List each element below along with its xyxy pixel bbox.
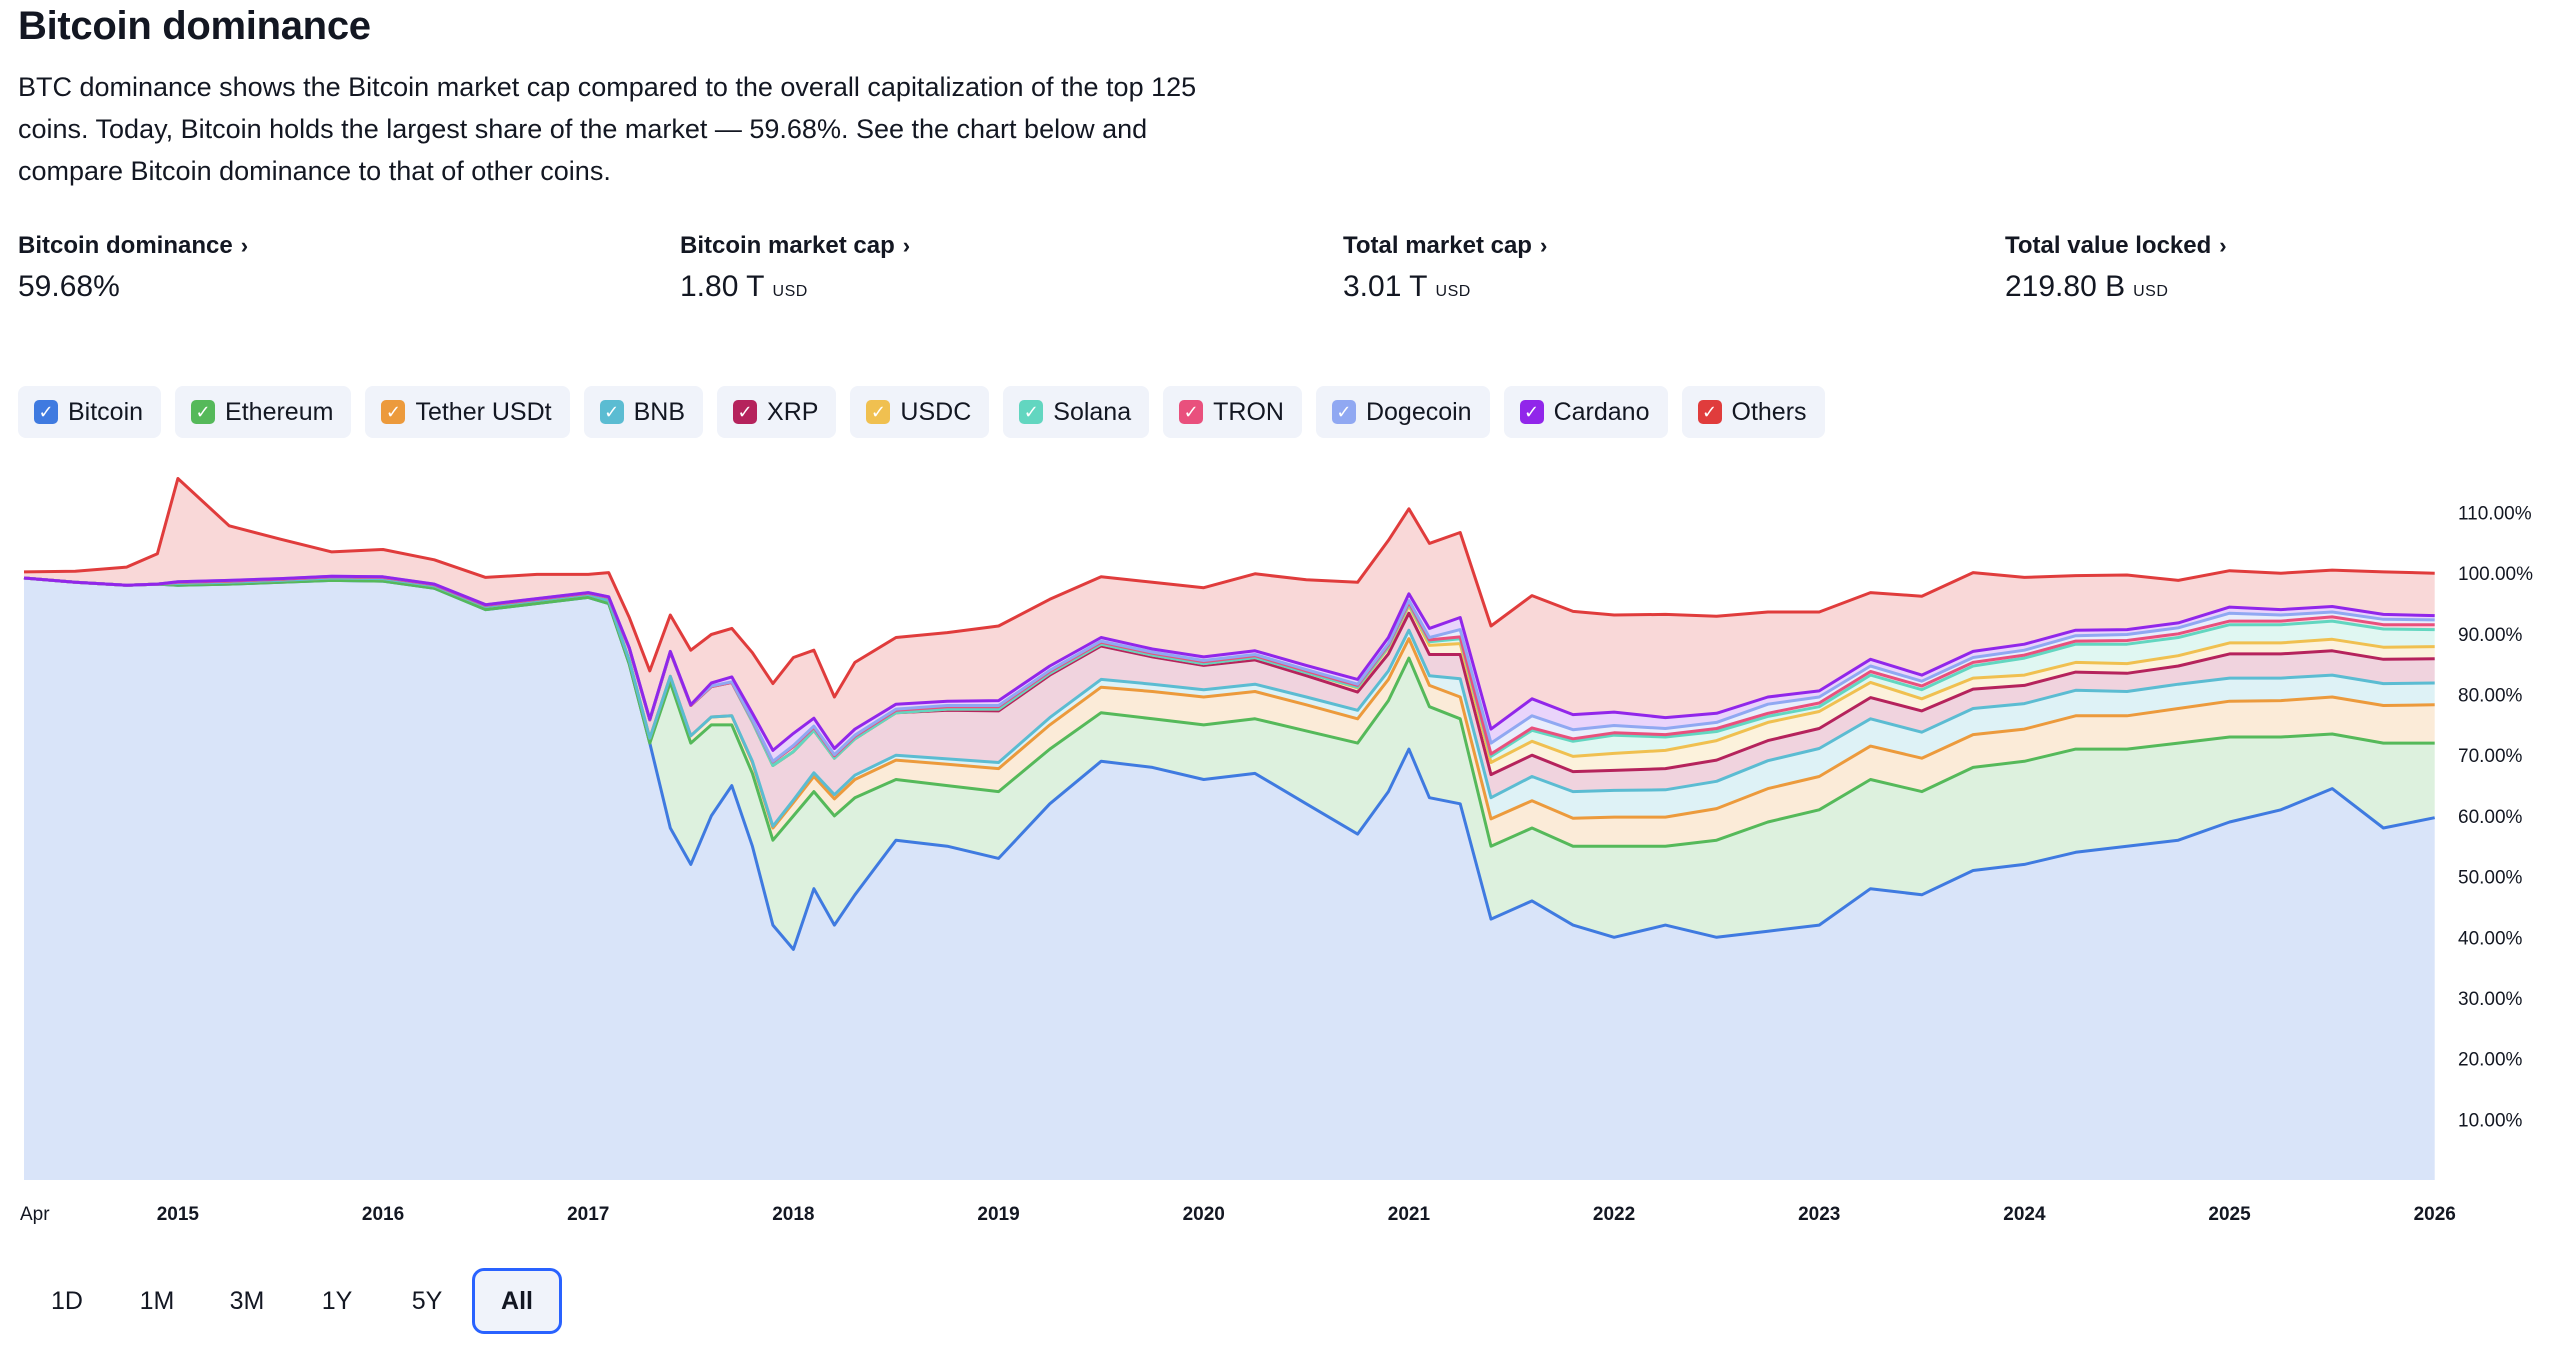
area-bnb	[24, 578, 2435, 828]
stat-label: Total value locked	[2005, 232, 2212, 259]
y-tick-label: 40.00%	[2458, 928, 2523, 949]
legend-chip-tether-usdt[interactable]: ✓ Tether USDt	[365, 386, 570, 438]
checkbox-checked-icon[interactable]: ✓	[1697, 400, 1722, 424]
y-tick-label: 20.00%	[2458, 1050, 2523, 1071]
stat-unit: USD	[2133, 283, 2169, 300]
x-tick-label: 2020	[1183, 1204, 1225, 1225]
x-tick-label: 2025	[2208, 1204, 2251, 1225]
legend-chip-others[interactable]: ✓ Others	[1681, 386, 1825, 438]
checkbox-checked-icon[interactable]: ✓	[191, 400, 216, 424]
y-tick-label: 50.00%	[2458, 868, 2523, 889]
legend-chip-bitcoin[interactable]: ✓ Bitcoin	[18, 386, 162, 438]
stat-bitcoin-market-cap[interactable]: Bitcoin market cap › 1.80 T USD	[680, 232, 910, 304]
stat-bitcoin-dominance[interactable]: Bitcoin dominance › 59.68%	[18, 232, 248, 304]
legend-label: TRON	[1213, 397, 1284, 426]
legend-label: Bitcoin	[68, 397, 144, 426]
stat-label: Total market cap	[1343, 232, 1532, 259]
y-tick-label: 30.00%	[2458, 989, 2523, 1010]
range-button-5y[interactable]: 5Y	[411, 1286, 443, 1315]
checkbox-checked-icon[interactable]: ✓	[1519, 400, 1544, 424]
legend-chip-xrp[interactable]: ✓ XRP	[717, 386, 837, 438]
x-tick-label: 2018	[772, 1204, 814, 1225]
series-line-group	[23, 477, 2435, 951]
legend-chip-tron[interactable]: ✓ TRON	[1163, 386, 1302, 438]
range-button-1d[interactable]: 1D	[51, 1286, 83, 1315]
legend-label: BNB	[633, 397, 686, 426]
y-tick-label: 60.00%	[2458, 807, 2523, 828]
page-title: Bitcoin dominance	[18, 4, 371, 48]
x-tick-label: 2016	[362, 1204, 404, 1225]
stat-value: 59.68%	[18, 270, 120, 303]
x-tick-label: 2022	[1593, 1204, 1635, 1225]
series-line-ethereum[interactable]	[23, 576, 2435, 848]
legend-label: Cardano	[1553, 397, 1650, 426]
y-tick-label: 110.00%	[2458, 503, 2532, 524]
stat-value: 3.01 T	[1343, 270, 1428, 303]
y-tick-label: 100.00%	[2458, 564, 2533, 585]
series-line-others[interactable]	[23, 477, 2435, 699]
x-tick-label: 2015	[157, 1204, 200, 1225]
legend-chip-bnb[interactable]: ✓ BNB	[583, 386, 704, 438]
checkbox-checked-icon[interactable]: ✓	[34, 400, 58, 424]
legend-chip-cardano[interactable]: ✓ Cardano	[1503, 386, 1668, 438]
stat-value: 1.80 T	[680, 270, 765, 303]
legend-chip-dogecoin[interactable]: ✓ Dogecoin	[1315, 386, 1490, 438]
chevron-right-icon: ›	[1539, 233, 1548, 258]
dominance-chart[interactable]: 10.00% 20.00% 30.00% 40.00% 50.00% 60.00% 70.0…	[0, 460, 2564, 1240]
time-range-selector: 1D 1M 3M 1Y 5Y All	[22, 1268, 562, 1334]
legend-chip-usdc[interactable]: ✓ USDC	[850, 386, 990, 438]
range-button-1y[interactable]: 1Y	[321, 1286, 353, 1315]
y-tick-label: 80.00%	[2458, 686, 2523, 707]
checkbox-checked-icon[interactable]: ✓	[1331, 400, 1356, 424]
area-xrp	[24, 576, 2435, 827]
legend-label: USDC	[900, 397, 972, 426]
chevron-right-icon: ›	[902, 233, 911, 258]
stat-label: Bitcoin market cap	[680, 232, 895, 259]
stat-label: Bitcoin dominance	[18, 232, 233, 259]
range-button-all[interactable]: All	[472, 1268, 562, 1334]
legend-label: Solana	[1053, 397, 1132, 426]
stat-total-value-locked[interactable]: Total value locked › 219.80 B USD	[2005, 232, 2227, 304]
page-description: BTC dominance shows the Bitcoin market c…	[18, 72, 1197, 186]
legend-chip-ethereum[interactable]: ✓ Ethereum	[175, 386, 352, 438]
area-dogecoin	[24, 576, 2435, 762]
x-tick-label: 2017	[567, 1204, 609, 1225]
series-line-cardano[interactable]	[23, 574, 2435, 752]
x-tick-label: 2021	[1388, 1204, 1431, 1225]
x-tick-label: Apr	[20, 1204, 50, 1225]
checkbox-checked-icon[interactable]: ✓	[599, 400, 624, 424]
x-tick-label: 2024	[2003, 1204, 2046, 1225]
stats-row: Bitcoin dominance › 59.68% Bitcoin market…	[18, 232, 2558, 312]
chevron-right-icon: ›	[240, 233, 249, 258]
stat-value: 219.80 B	[2005, 270, 2126, 303]
legend-label: Others	[1731, 397, 1807, 426]
area-layer-group	[24, 478, 2435, 1180]
checkbox-checked-icon[interactable]: ✓	[1019, 400, 1044, 424]
area-tether-usdt	[24, 578, 2435, 847]
legend: ✓ Bitcoin ✓ Ethereum ✓ Tether USDt ✓ BNB ✓ XRP ✓ US…	[18, 386, 1825, 438]
checkbox-checked-icon[interactable]: ✓	[733, 400, 758, 424]
area-bitcoin	[24, 578, 2435, 1180]
checkbox-checked-icon[interactable]: ✓	[1179, 400, 1204, 424]
area-ethereum	[24, 578, 2435, 950]
y-tick-label: 10.00%	[2458, 1110, 2523, 1131]
range-button-3m[interactable]: 3M	[229, 1286, 265, 1315]
legend-label: Ethereum	[225, 397, 334, 426]
y-tick-label: 70.00%	[2458, 746, 2523, 767]
legend-chip-solana[interactable]: ✓ Solana	[1003, 386, 1150, 438]
y-tick-label: 90.00%	[2458, 625, 2523, 646]
x-tick-label: 2019	[977, 1204, 1019, 1225]
x-tick-label: 2023	[1798, 1204, 1840, 1225]
stat-unit: USD	[772, 283, 808, 300]
legend-label: XRP	[767, 397, 819, 426]
legend-label: Tether USDt	[415, 397, 552, 426]
x-tick-label: 2026	[2414, 1204, 2456, 1225]
stat-unit: USD	[1435, 283, 1471, 300]
checkbox-checked-icon[interactable]: ✓	[381, 400, 406, 424]
legend-label: Dogecoin	[1365, 397, 1472, 426]
checkbox-checked-icon[interactable]: ✓	[866, 400, 891, 424]
range-button-1m[interactable]: 1M	[139, 1286, 175, 1315]
stat-total-market-cap[interactable]: Total market cap › 3.01 T USD	[1343, 232, 1547, 304]
chevron-right-icon: ›	[2219, 233, 2227, 258]
